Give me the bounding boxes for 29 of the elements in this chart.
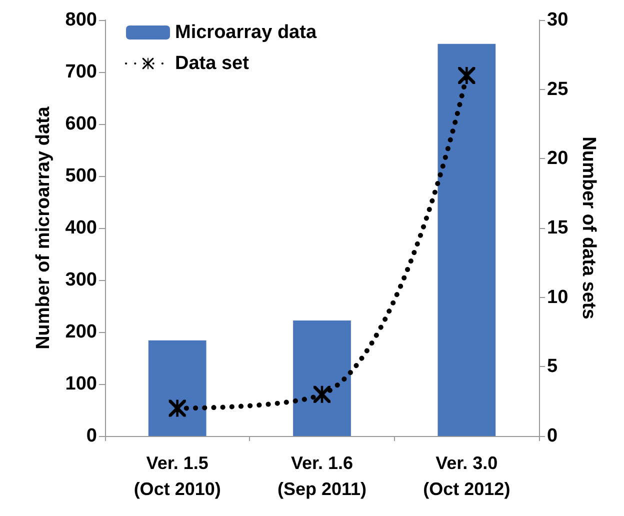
y2-tick-label: 25: [547, 78, 569, 100]
legend-label: Data set: [175, 53, 250, 74]
y2-tick-label: 20: [547, 148, 568, 170]
y2-tick-label: 15: [547, 218, 569, 238]
y-tick-label: 800: [65, 10, 97, 30]
y-tick-label: 100: [65, 374, 97, 394]
x-tick-label: Ver. 1.5 (Oct 2010): [134, 453, 221, 499]
x-tick-label: Ver. 1.6 (Sep 2011): [277, 453, 367, 499]
x-tick-label: Ver. 3.0 (Oct 2012): [423, 453, 510, 499]
y-tick-label: 200: [65, 322, 97, 342]
point: [458, 66, 476, 84]
y2-tick-label: 30: [547, 10, 568, 30]
y2-tick-label: 0: [547, 426, 558, 446]
bar: [148, 340, 206, 436]
y2-axis-title: Number of data sets: [578, 136, 600, 320]
y-tick-label: 400: [65, 218, 97, 238]
point: [314, 386, 330, 403]
y-tick-label: 500: [65, 166, 97, 186]
y-tick-label: 600: [65, 114, 97, 134]
bar: [293, 320, 351, 436]
point: [168, 400, 186, 417]
y-tick-label: 700: [65, 62, 97, 82]
y2-tick-label: 10: [547, 286, 568, 308]
y2-tick-label: 5: [547, 356, 558, 378]
y-axis-title: Number of microarray data: [33, 106, 54, 350]
legend-label: Microarray data: [175, 22, 317, 43]
y-tick-label: 0: [86, 426, 97, 446]
bar: [438, 44, 496, 436]
y-tick-label: 300: [65, 270, 97, 290]
